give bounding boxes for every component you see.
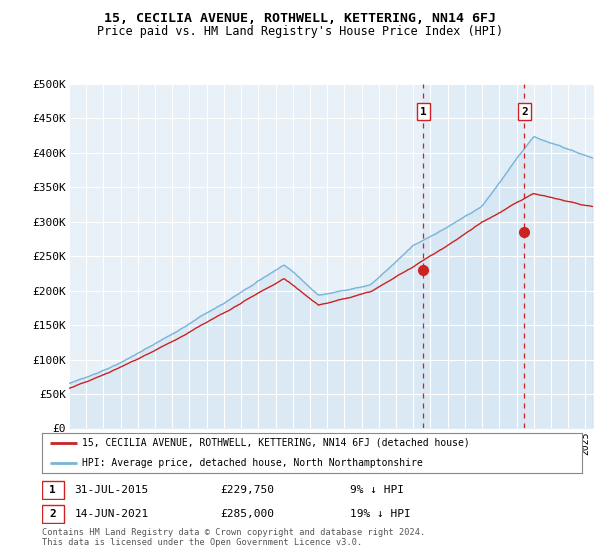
Text: Price paid vs. HM Land Registry's House Price Index (HPI): Price paid vs. HM Land Registry's House …	[97, 25, 503, 38]
Text: £285,000: £285,000	[220, 509, 274, 519]
Text: 14-JUN-2021: 14-JUN-2021	[74, 509, 149, 519]
Text: 15, CECILIA AVENUE, ROTHWELL, KETTERING, NN14 6FJ (detached house): 15, CECILIA AVENUE, ROTHWELL, KETTERING,…	[83, 438, 470, 448]
Text: 19% ↓ HPI: 19% ↓ HPI	[350, 509, 410, 519]
Text: £229,750: £229,750	[220, 485, 274, 494]
Text: Contains HM Land Registry data © Crown copyright and database right 2024.
This d: Contains HM Land Registry data © Crown c…	[42, 528, 425, 547]
Text: 15, CECILIA AVENUE, ROTHWELL, KETTERING, NN14 6FJ: 15, CECILIA AVENUE, ROTHWELL, KETTERING,…	[104, 12, 496, 25]
Text: 31-JUL-2015: 31-JUL-2015	[74, 485, 149, 494]
Text: 2: 2	[49, 509, 56, 519]
Bar	[423, 84, 524, 428]
Text: 9% ↓ HPI: 9% ↓ HPI	[350, 485, 404, 494]
Text: 1: 1	[420, 106, 427, 116]
Text: 2: 2	[521, 106, 527, 116]
Bar	[42, 481, 64, 498]
Bar	[42, 505, 64, 522]
Text: HPI: Average price, detached house, North Northamptonshire: HPI: Average price, detached house, Nort…	[83, 458, 423, 468]
Text: 1: 1	[49, 485, 56, 494]
